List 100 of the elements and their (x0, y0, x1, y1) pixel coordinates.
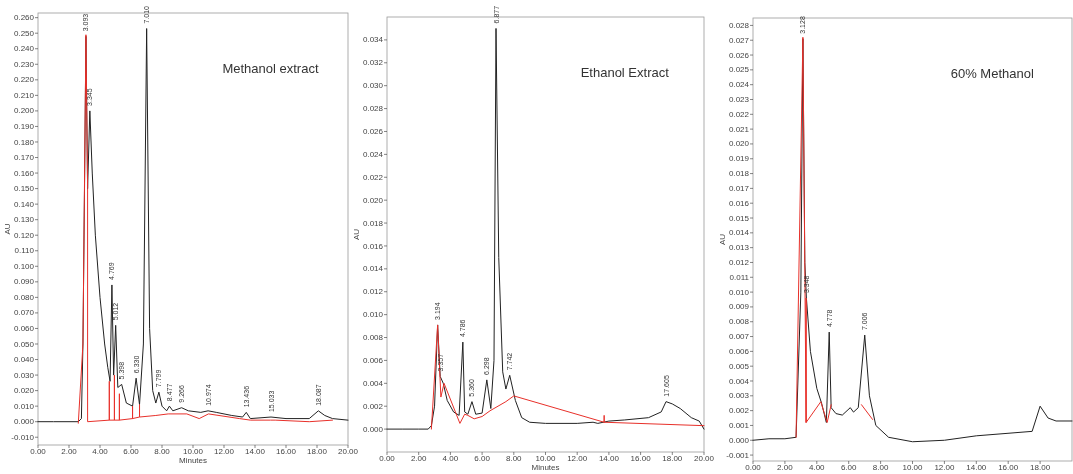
y-tick-label: 0.021 (728, 124, 750, 134)
x-tick-label: 16.00 (275, 447, 297, 456)
y-tick-label: 0.110 (14, 246, 35, 256)
y-tick-label: 0.020 (13, 386, 35, 396)
y-tick-label: 0.010 (728, 287, 750, 297)
y-tick-label: 0.080 (13, 292, 35, 302)
line-series (386, 27, 705, 430)
y-tick-label: 0.200 (13, 106, 35, 116)
y-tick-label: 0.040 (13, 355, 35, 365)
y-tick-label: 0.004 (728, 376, 750, 386)
y-tick-label: 0.006 (728, 346, 750, 356)
y-axis-title: AU (2, 223, 12, 235)
y-tick-label: 0.034 (362, 35, 384, 45)
y-tick-label: 0.020 (728, 139, 750, 149)
y-tick-label: 0.180 (13, 137, 35, 147)
y-tick-label: 0.018 (728, 169, 750, 179)
y-tick-label: 0.008 (728, 317, 750, 327)
x-tick-label: 12.00 (567, 454, 588, 463)
y-tick-label: 0.050 (13, 339, 35, 349)
x-tick-label: 6.00 (474, 454, 491, 463)
y-tick-label: 0.006 (362, 355, 384, 365)
x-tick-label: 4.00 (442, 454, 459, 463)
line-series (77, 34, 333, 424)
x-tick-label: 12.00 (934, 463, 955, 472)
y-tick-label: 0.017 (728, 183, 750, 193)
y-tick-label: 0.005 (728, 361, 750, 371)
y-tick-label: 0.008 (362, 333, 384, 343)
y-tick-label: 0.260 (13, 13, 35, 23)
x-tick-label: 0.00 (30, 447, 47, 456)
y-tick-label: 0.070 (13, 308, 35, 318)
x-tick-label: 2.00 (777, 463, 794, 472)
y-tick-label: 0.190 (13, 122, 35, 131)
x-tick-label: 8.00 (154, 447, 171, 456)
y-tick-label: 0.011 (729, 272, 750, 282)
x-tick-label: 20.00 (337, 447, 359, 456)
x-axis-title: Minutes (178, 456, 208, 465)
y-tick-label: 0.015 (728, 213, 750, 223)
y-tick-label: 0.130 (13, 215, 35, 225)
y-tick-label: 0.030 (362, 81, 384, 91)
x-tick-label: 8.00 (872, 463, 889, 472)
y-tick-label: 0.000 (362, 424, 384, 434)
y-tick-label: 0.090 (13, 277, 35, 287)
text: Methanol extract (222, 61, 319, 76)
x-tick-label: 4.00 (809, 463, 826, 472)
x-tick-label: 18.00 (662, 454, 683, 463)
x-tick-label: 0.00 (745, 463, 762, 472)
y-axis-title: AU (351, 228, 361, 241)
text: Ethanol Extract (580, 65, 670, 80)
x-tick-label: 20.00 (693, 454, 715, 463)
y-tick-label: 0.003 (728, 391, 750, 401)
y-tick-label: 0.160 (13, 168, 35, 178)
y-tick-label: 0.009 (728, 302, 750, 312)
y-tick-label: 0.012 (362, 287, 384, 297)
y-tick-label: 0.016 (728, 198, 750, 208)
y-tick-label: 0.240 (13, 44, 35, 54)
x-axis-title: Minutes (531, 463, 560, 472)
x-tick-label: 18.00 (1030, 463, 1051, 472)
y-tick-label: 0.025 (728, 65, 750, 75)
y-tick-label: 0.140 (13, 199, 35, 209)
y-tick-label: 0.004 (362, 378, 384, 388)
y-tick-label: 0.019 (728, 154, 750, 164)
y-tick-label: 0.022 (728, 109, 750, 119)
y-tick-label: 0.170 (13, 153, 35, 163)
x-tick-label: 2.00 (410, 454, 428, 463)
y-tick-label: -0.001 (726, 450, 750, 460)
y-tick-label: 0.000 (728, 435, 750, 445)
y-tick-label: 0.022 (362, 172, 384, 182)
y-tick-label: 0.023 (728, 95, 750, 105)
y-tick-label: 0.100 (13, 261, 35, 271)
x-tick-label: 2.00 (61, 447, 78, 456)
y-tick-label: 0.007 (728, 332, 750, 342)
y-tick-label: 0.210 (13, 90, 35, 100)
y-tick-label: 0.026 (362, 127, 384, 137)
x-tick-label: 18.00 (306, 447, 328, 456)
y-tick-label: 0.150 (13, 184, 35, 194)
y-tick-label: 0.001 (728, 421, 750, 430)
x-tick-label: 16.00 (630, 454, 652, 463)
y-tick-label: 0.010 (362, 310, 384, 320)
y-tick-label: 0.013 (728, 243, 750, 253)
y-tick-label: 0.002 (728, 406, 750, 416)
x-tick-label: 4.00 (92, 447, 109, 456)
y-tick-label: 0.012 (728, 258, 750, 268)
y-tick-label: 0.028 (728, 20, 750, 30)
x-tick-label: 14.00 (598, 454, 620, 463)
y-tick-label: 0.027 (728, 35, 750, 45)
x-tick-label: 12.00 (213, 447, 235, 456)
x-tick-label: 0.00 (379, 454, 396, 463)
x-tick-label: 14.00 (966, 463, 987, 472)
y-tick-label: 0.016 (362, 241, 384, 251)
y-tick-label: 0.060 (13, 324, 35, 334)
x-tick-label: 8.00 (506, 454, 523, 463)
y-tick-label: 0.026 (728, 50, 750, 60)
x-tick-label: 14.00 (244, 447, 266, 456)
text: 60% Methanol (950, 66, 1034, 81)
y-tick-label: -0.010 (11, 432, 35, 442)
y-tick-label: 0.000 (13, 417, 35, 427)
x-tick-label: 10.00 (535, 454, 557, 463)
y-tick-label: 0.014 (362, 264, 384, 274)
x-tick-label: 6.00 (840, 463, 858, 472)
x-tick-label: 10.00 (902, 463, 924, 472)
